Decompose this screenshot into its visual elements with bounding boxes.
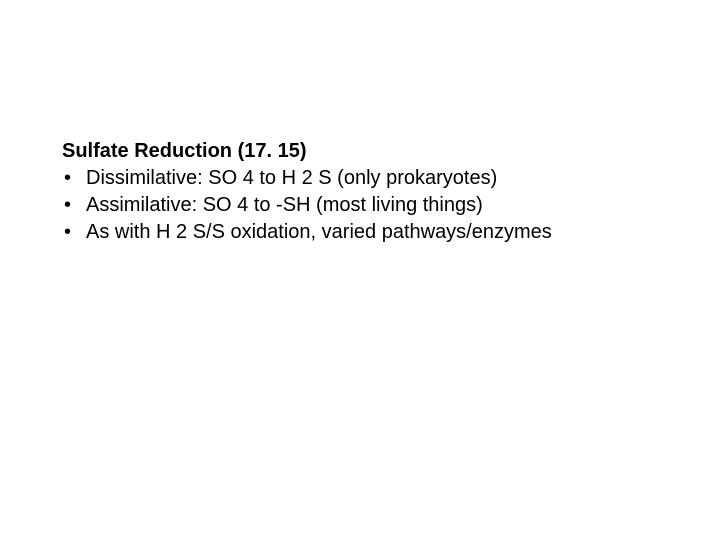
bullet-list: Dissimilative: SO 4 to H 2 S (only proka… xyxy=(62,165,680,246)
list-item: Dissimilative: SO 4 to H 2 S (only proka… xyxy=(62,165,680,192)
slide: Sulfate Reduction (17. 15) Dissimilative… xyxy=(0,0,720,540)
list-item: As with H 2 S/S oxidation, varied pathwa… xyxy=(62,219,680,246)
list-item: Assimilative: SO 4 to -SH (most living t… xyxy=(62,192,680,219)
slide-heading: Sulfate Reduction (17. 15) xyxy=(62,138,680,165)
